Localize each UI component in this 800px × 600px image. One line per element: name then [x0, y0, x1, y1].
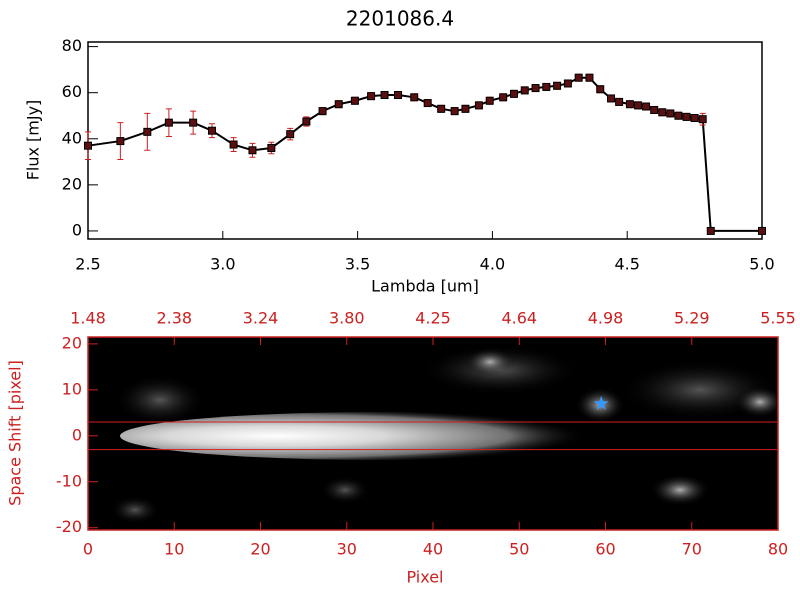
top-x-tick-label: 3.24: [243, 309, 279, 328]
blob: [735, 386, 778, 418]
x-tick-label: 70: [682, 540, 702, 559]
top-x-tick-label: 2.38: [156, 309, 192, 328]
marker: [658, 108, 667, 117]
y-tick-label: -10: [56, 471, 82, 490]
marker: [380, 90, 389, 99]
y-axis-label: Space Shift [pixel]: [6, 360, 25, 506]
y-tick-label: 0: [72, 425, 82, 444]
y-tick-label: 40: [62, 128, 82, 147]
top-x-tick-label: 4.25: [415, 309, 451, 328]
marker: [509, 89, 518, 98]
blob: [110, 496, 160, 524]
marker: [229, 140, 238, 149]
x-tick-label: 10: [164, 540, 184, 559]
marker: [423, 99, 432, 108]
plot-frame: [87, 41, 763, 240]
marker: [189, 118, 198, 127]
marker: [682, 112, 691, 121]
x-tick-label: 60: [595, 540, 615, 559]
marker: [450, 107, 459, 116]
marker: [286, 130, 295, 139]
blob: [320, 476, 370, 504]
marker: [437, 104, 446, 113]
marker: [553, 81, 562, 90]
marker: [367, 92, 376, 101]
marker: [164, 118, 173, 127]
marker: [585, 73, 594, 82]
trace: [120, 412, 640, 460]
marker: [758, 226, 766, 235]
x-axis-label: Lambda [um]: [371, 277, 479, 296]
y-tick-label: 20: [62, 333, 82, 352]
image-layer: [88, 337, 778, 530]
x-tick-label: 2.5: [75, 255, 100, 274]
x-tick-label: 3.5: [345, 255, 370, 274]
marker: [615, 97, 624, 106]
marker: [642, 102, 651, 111]
x-tick-label: 80: [768, 540, 788, 559]
marker: [394, 90, 403, 99]
x-axis-label: Pixel: [406, 568, 443, 587]
x-tick-label: 5.0: [749, 255, 774, 274]
marker: [485, 96, 494, 105]
marker: [596, 85, 605, 94]
top-x-tick-label: 5.29: [674, 309, 710, 328]
x-tick-label: 0: [83, 540, 93, 559]
y-axis-label: Flux [mJy]: [24, 100, 43, 181]
marker: [350, 96, 359, 105]
marker: [574, 73, 583, 82]
top-x-tick-label: 5.55: [760, 309, 796, 328]
marker: [318, 107, 327, 116]
marker: [302, 117, 311, 126]
x-tick-label: 4.5: [614, 255, 639, 274]
marker: [116, 137, 125, 146]
marker: [633, 101, 642, 110]
marker: [520, 86, 529, 95]
marker: [563, 79, 572, 88]
x-tick-label: 20: [250, 540, 270, 559]
y-tick-label: 0: [72, 220, 82, 239]
marker: [208, 126, 217, 135]
marker: [690, 114, 699, 123]
y-tick-label: 20: [62, 174, 82, 193]
top-x-tick-label: 4.64: [501, 309, 537, 328]
top-x-tick-label: 1.48: [70, 309, 106, 328]
blob: [115, 375, 205, 425]
marker: [143, 127, 152, 136]
y-tick-label: 10: [62, 379, 82, 398]
marker: [334, 100, 343, 109]
marker: [650, 105, 659, 114]
x-tick-label: 4.0: [480, 255, 505, 274]
marker: [84, 141, 92, 150]
marker: [674, 111, 683, 120]
marker: [531, 84, 540, 93]
marker: [267, 143, 276, 152]
marker: [499, 93, 508, 102]
x-tick-label: 30: [337, 540, 357, 559]
top-x-tick-label: 4.98: [588, 309, 624, 328]
marker: [474, 101, 483, 110]
y-tick-label: 60: [62, 82, 82, 101]
marker: [625, 100, 634, 109]
y-tick-label: 80: [62, 36, 82, 55]
marker: [248, 146, 257, 155]
y-tick-label: -20: [56, 517, 82, 536]
marker: [698, 115, 707, 124]
marker: [410, 93, 419, 102]
blob: [465, 348, 515, 376]
star-marker: [593, 395, 609, 411]
x-tick-label: 50: [509, 540, 529, 559]
marker: [666, 109, 675, 118]
blob: [650, 474, 710, 506]
marker: [607, 94, 616, 103]
marker: [461, 104, 470, 113]
marker: [706, 226, 715, 235]
chart-title: 2201086.4: [346, 7, 454, 31]
marker: [542, 82, 551, 91]
x-tick-label: 40: [423, 540, 443, 559]
x-tick-label: 3.0: [210, 255, 235, 274]
top-x-tick-label: 3.80: [329, 309, 365, 328]
